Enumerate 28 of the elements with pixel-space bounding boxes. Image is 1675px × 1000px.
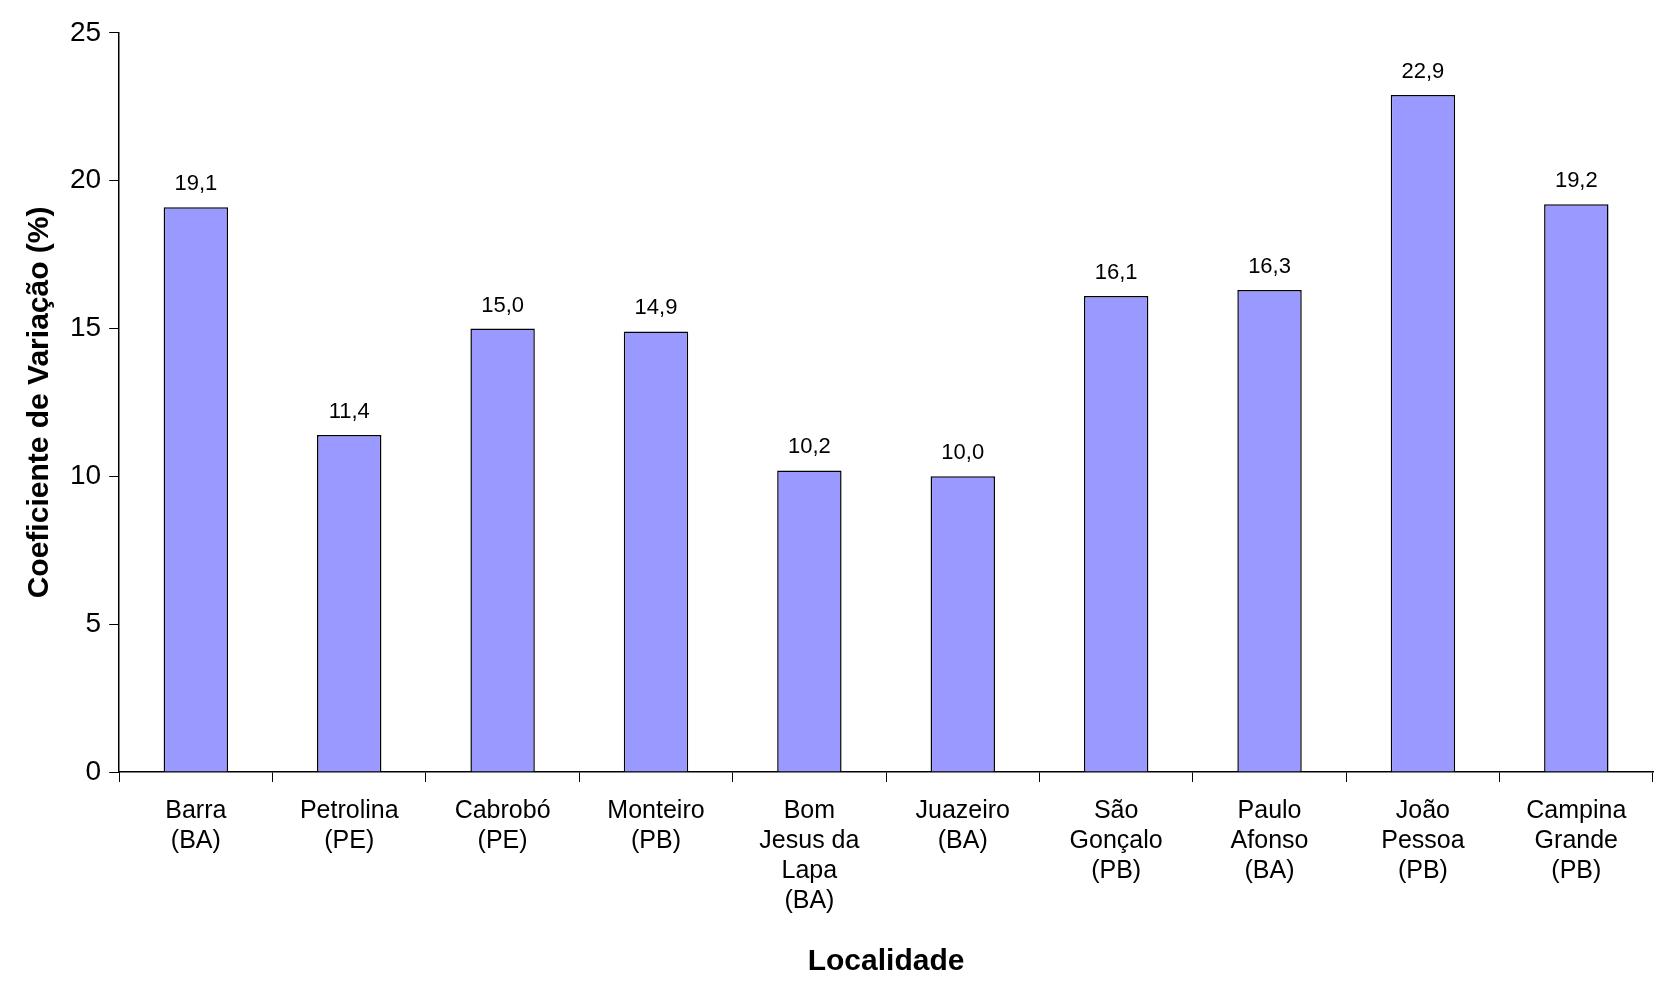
data-label: 19,1 xyxy=(174,170,218,196)
data-label: 14,9 xyxy=(634,294,678,320)
y-tick-label: 25 xyxy=(69,15,102,47)
x-tick-label: Barra (BA) xyxy=(165,794,227,853)
y-tick-label: 0 xyxy=(85,754,102,786)
x-tick-label: São Gonçalo (PB) xyxy=(1069,794,1163,883)
data-label: 22,9 xyxy=(1401,57,1445,83)
x-axis-title: Localidade xyxy=(807,943,965,977)
x-tick-label: Paulo Afonso (BA) xyxy=(1230,794,1309,883)
data-label: 19,2 xyxy=(1554,167,1598,193)
x-tick-label: Cabrobó (PE) xyxy=(454,794,551,853)
y-axis-title: Coeficiente de Variação (%) xyxy=(21,206,55,599)
y-tick-label: 15 xyxy=(69,311,102,343)
x-tick-label: Petrolina (PE) xyxy=(299,794,399,853)
data-label: 10,2 xyxy=(787,433,831,459)
x-tick-label: Juazeiro (BA) xyxy=(915,794,1011,853)
data-label: 10,0 xyxy=(941,439,985,465)
data-label: 16,1 xyxy=(1094,259,1138,285)
x-tick-label: Bom Jesus da Lapa (BA) xyxy=(759,794,860,913)
x-tick-label: Monteiro (PB) xyxy=(607,794,705,853)
y-tick-label: 10 xyxy=(69,459,102,491)
x-tick-label: Campina Grande (PB) xyxy=(1526,794,1627,883)
data-label: 16,3 xyxy=(1248,253,1291,279)
y-tick-label: 20 xyxy=(69,163,102,195)
y-tick-label: 5 xyxy=(85,606,102,638)
x-tick-label: João Pessoa (PB) xyxy=(1381,794,1465,883)
data-label: 11,4 xyxy=(328,397,370,423)
data-label: 15,0 xyxy=(481,291,525,317)
